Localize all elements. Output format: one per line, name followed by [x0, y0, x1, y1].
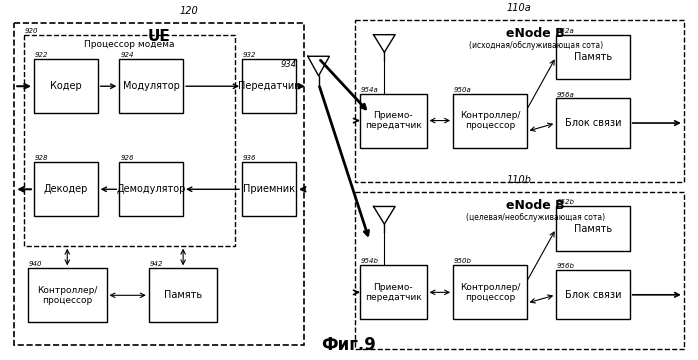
Text: Контроллер/
процессор: Контроллер/ процессор [460, 111, 520, 130]
Text: 950b: 950b [454, 258, 472, 264]
Text: Фиг.9: Фиг.9 [322, 336, 376, 354]
Text: Приемо-
передатчик: Приемо- передатчик [365, 283, 422, 302]
Bar [242, 59, 296, 113]
Text: (целевая/необслуживающая сота): (целевая/необслуживающая сота) [466, 213, 605, 222]
Text: 922: 922 [35, 52, 48, 58]
Text: 950a: 950a [454, 87, 472, 93]
Text: 928: 928 [35, 155, 48, 161]
Text: Декодер: Декодер [43, 184, 88, 194]
Text: 954b: 954b [361, 258, 379, 264]
Bar [359, 265, 426, 319]
Text: 932: 932 [243, 52, 256, 58]
Bar [453, 94, 527, 148]
Text: Память: Память [164, 290, 202, 300]
Bar [149, 268, 218, 322]
Text: Память: Память [574, 52, 612, 62]
Text: 936: 936 [243, 155, 256, 161]
Text: Контроллер/
процессор: Контроллер/ процессор [37, 285, 98, 305]
Text: 956a: 956a [557, 91, 575, 98]
Text: 942: 942 [150, 261, 163, 267]
Text: 940: 940 [29, 261, 43, 267]
Bar [119, 162, 183, 216]
Bar [34, 162, 98, 216]
Bar [28, 268, 107, 322]
Text: Модулятор: Модулятор [123, 81, 179, 91]
Text: Передатчик: Передатчик [238, 81, 300, 91]
Text: 110a: 110a [507, 3, 532, 13]
Text: Память: Память [574, 224, 612, 234]
Text: (исходная/обслуживающая сота): (исходная/обслуживающая сота) [468, 41, 603, 50]
Bar [556, 270, 630, 319]
Text: eNode B: eNode B [507, 199, 565, 212]
Text: 954a: 954a [361, 87, 378, 93]
Text: eNode B: eNode B [507, 27, 565, 40]
Text: Демодулятор: Демодулятор [117, 184, 186, 194]
Bar [355, 20, 684, 182]
Text: Процессор модема: Процессор модема [84, 40, 175, 49]
Text: Кодер: Кодер [50, 81, 82, 91]
Bar [556, 35, 630, 79]
Bar [14, 23, 304, 345]
Text: Блок связи: Блок связи [565, 290, 621, 300]
Bar [556, 207, 630, 251]
Text: 110b: 110b [507, 175, 532, 185]
Text: Контроллер/
процессор: Контроллер/ процессор [460, 283, 520, 302]
Text: UE: UE [148, 29, 170, 44]
Text: 924: 924 [120, 52, 134, 58]
Text: 956b: 956b [557, 263, 575, 269]
Bar [355, 192, 684, 349]
Bar [453, 265, 527, 319]
Bar [34, 59, 98, 113]
Bar [24, 35, 235, 246]
Bar [556, 99, 630, 148]
Text: Блок связи: Блок связи [565, 118, 621, 128]
Bar [242, 162, 296, 216]
Text: 120: 120 [179, 6, 198, 16]
Text: 952b: 952b [557, 199, 575, 206]
Text: Приемо-
передатчик: Приемо- передатчик [365, 111, 422, 130]
Text: Приемник: Приемник [243, 184, 295, 194]
Bar [359, 94, 426, 148]
Text: 920: 920 [25, 28, 38, 34]
Text: 952a: 952a [557, 28, 575, 34]
Bar [119, 59, 183, 113]
Text: 926: 926 [120, 155, 134, 161]
Text: 934: 934 [281, 60, 297, 69]
